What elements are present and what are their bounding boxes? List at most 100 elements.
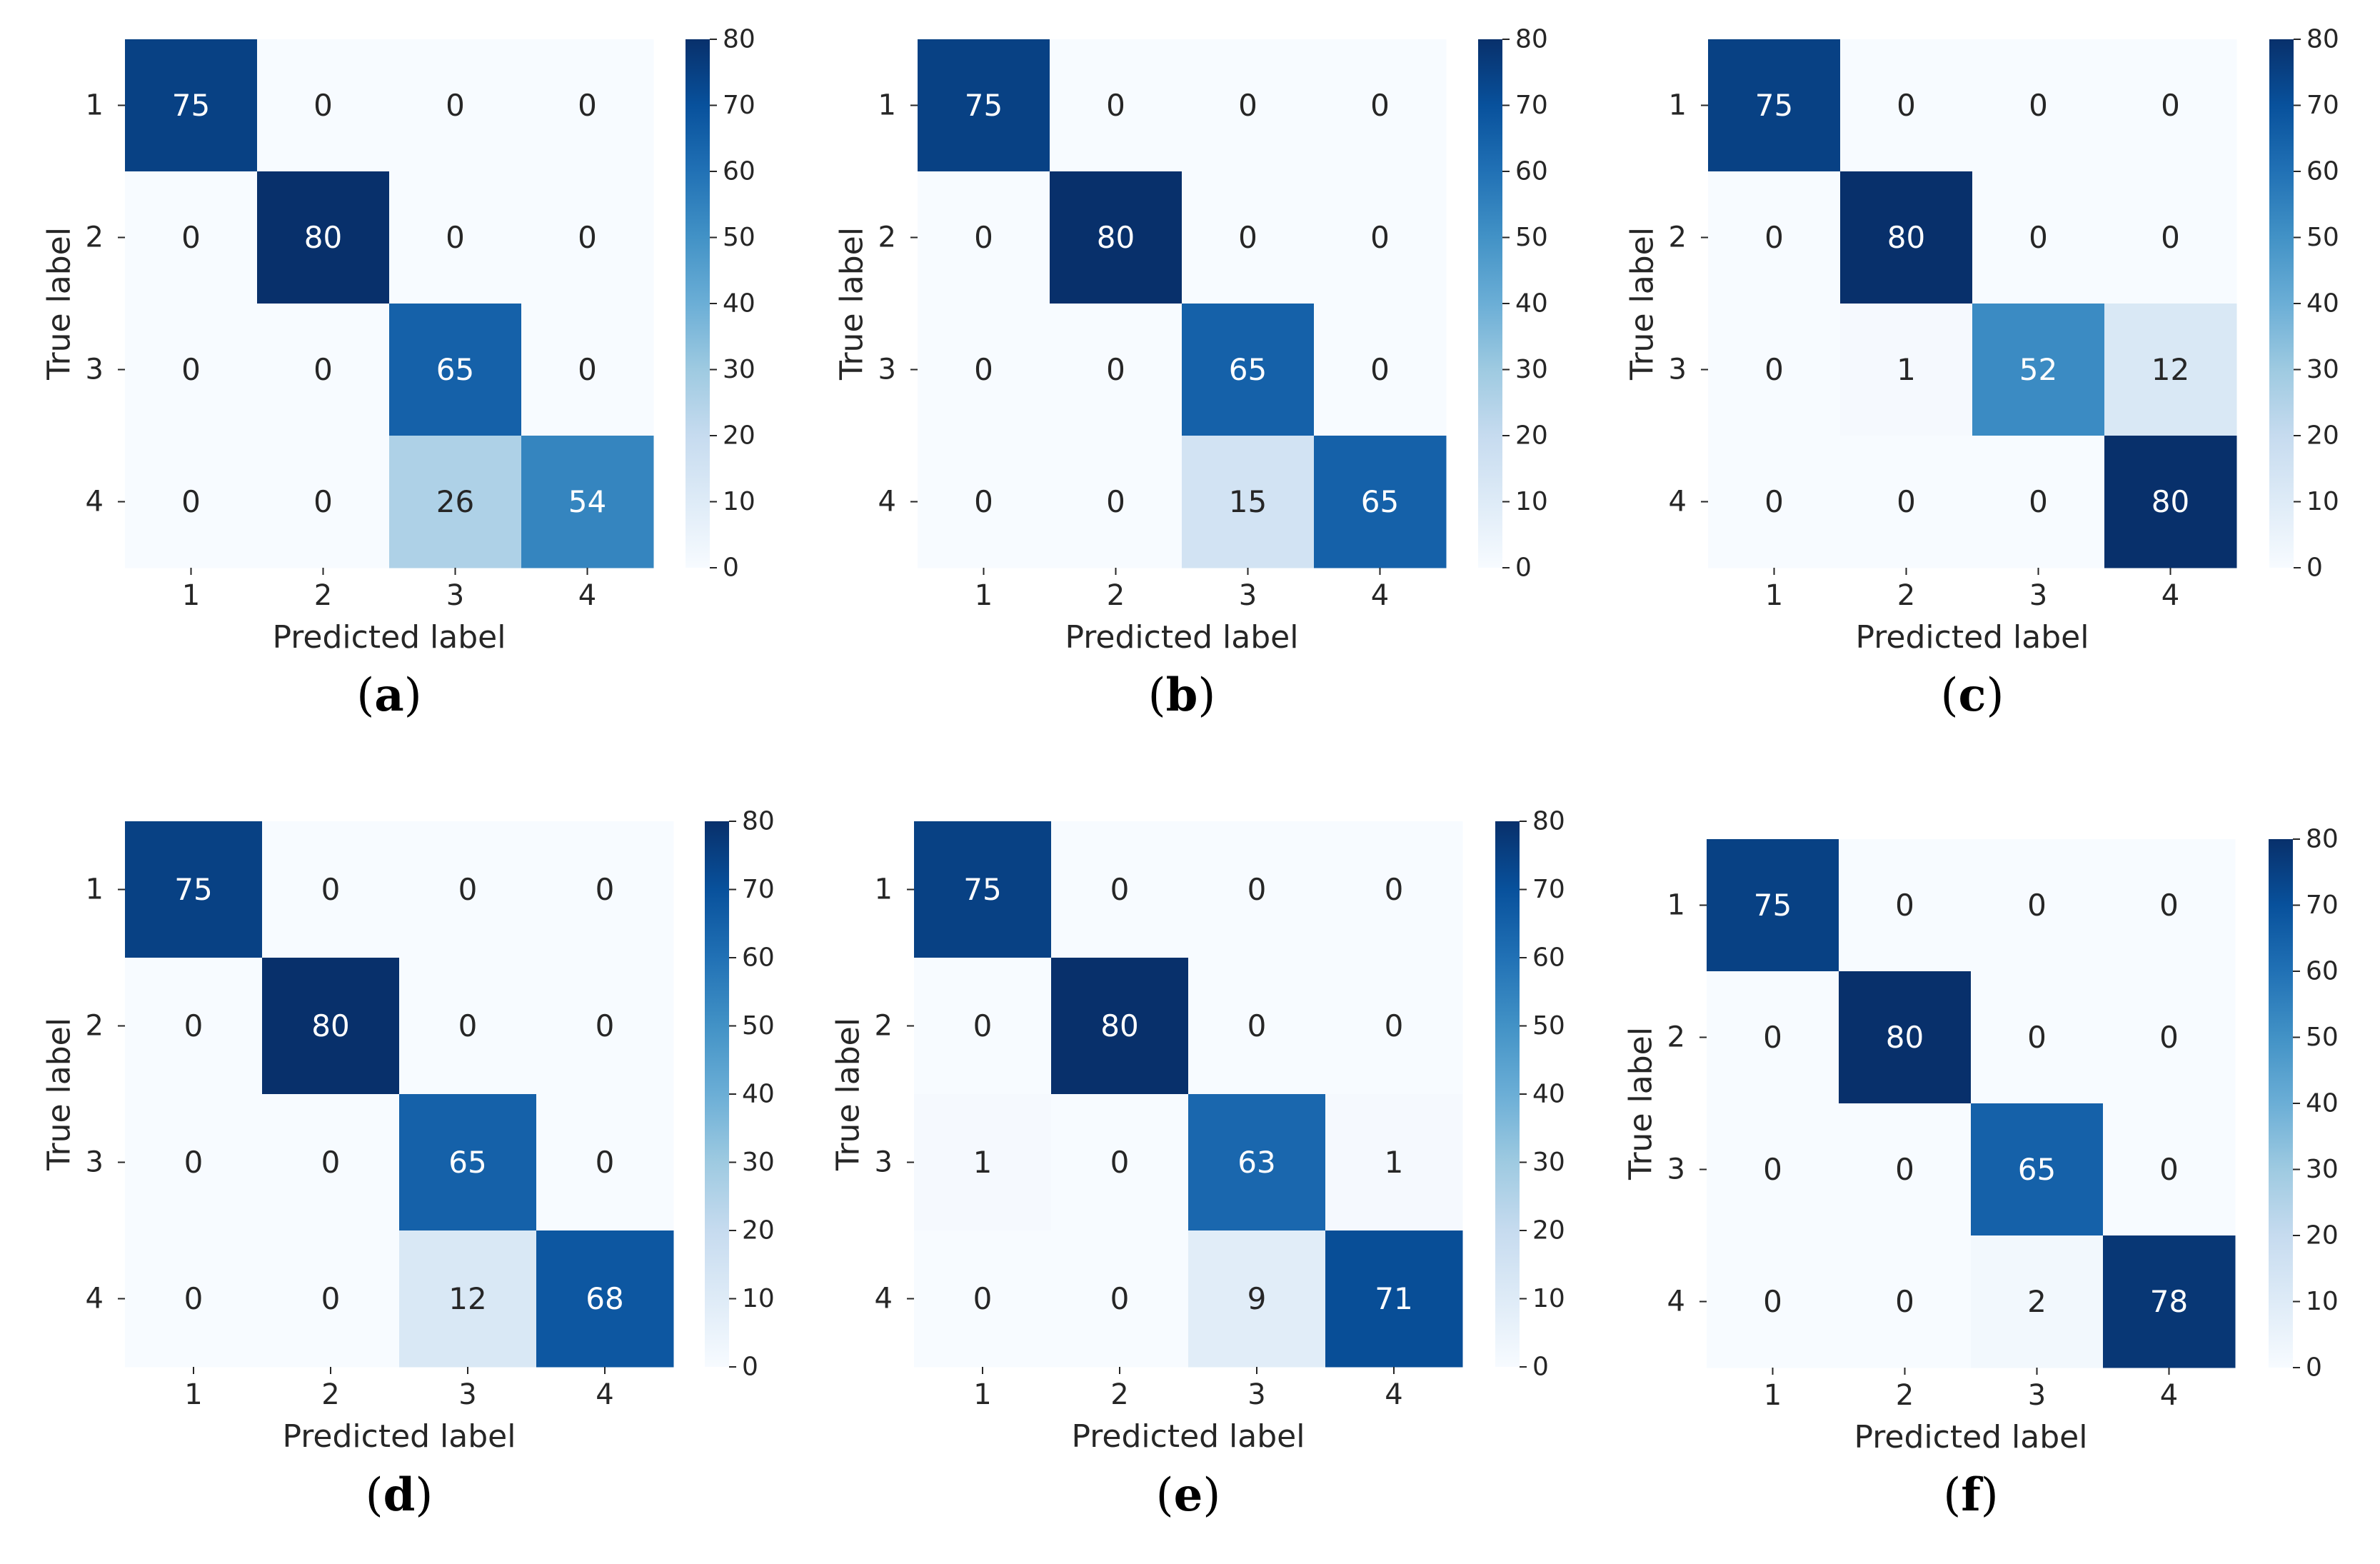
colorbar-tick-label: 30	[742, 1148, 775, 1177]
heatmap-cell	[262, 821, 400, 958]
cell-value-label: 0	[1238, 220, 1257, 255]
cell-value-label: 71	[1375, 1281, 1412, 1316]
heatmap-cell	[1972, 39, 2105, 172]
cell-value-label: 0	[1247, 1008, 1267, 1043]
cell-value-label: 65	[448, 1145, 486, 1180]
y-axis-label: True label	[41, 227, 78, 381]
y-tick-label: 3	[878, 354, 896, 386]
cell-value-label: 0	[974, 352, 993, 387]
heatmap-cell	[389, 436, 522, 568]
cell-value-label: 75	[1755, 88, 1793, 123]
colorbar-tick-label: 10	[723, 487, 755, 516]
colorbar-tick-label: 60	[1532, 943, 1565, 973]
heatmap-cell	[1325, 958, 1463, 1095]
x-tick-label: 3	[1239, 579, 1257, 612]
heatmap-cell	[1325, 1230, 1463, 1368]
cell-value-label: 75	[1754, 888, 1792, 923]
heatmap-cell	[125, 958, 263, 1095]
heatmap-cell	[1051, 1230, 1189, 1368]
heatmap-cell	[1839, 1235, 1972, 1368]
cell-value-label: 0	[1764, 220, 1784, 255]
x-axis-label: Predicted label	[1854, 1419, 2088, 1455]
cell-value-label: 0	[321, 1281, 341, 1316]
heatmap-cell	[1188, 821, 1326, 958]
heatmap-cell	[1840, 39, 1973, 172]
panel-a: 75 0 0 0 0 80 0 0 0 0 65 0 0 0 26 54 1 2 3 4 1 2 3 4 Predicted l…	[41, 25, 755, 723]
cell-value-label: 68	[586, 1281, 623, 1316]
colorbar-tick-label: 60	[2306, 157, 2339, 186]
heatmap-cell	[262, 958, 400, 1095]
cell-value-label: 0	[1106, 88, 1125, 123]
heatmap-cell	[918, 39, 1050, 172]
cell-value-label: 0	[313, 484, 333, 519]
heatmap-cell	[125, 1094, 263, 1231]
heatmap-cell	[2103, 1235, 2236, 1368]
cell-value-label: 0	[1764, 484, 1784, 519]
colorbar-tick-label: 40	[2306, 1089, 2339, 1118]
heatmap-cell	[918, 171, 1050, 304]
x-tick-label: 1	[975, 579, 993, 612]
y-tick-label: 1	[1667, 889, 1685, 922]
cell-value-label: 65	[1229, 352, 1267, 387]
cell-value-label: 75	[963, 872, 1001, 907]
heatmap-cell	[2103, 1103, 2236, 1236]
colorbar-tick-label: 10	[1515, 487, 1548, 516]
heatmap-cell	[2104, 436, 2237, 568]
y-tick-label: 2	[86, 221, 104, 254]
heatmap-cell	[2104, 39, 2237, 172]
heatmap-cell	[1188, 1094, 1326, 1231]
x-tick-label: 1	[1765, 579, 1783, 612]
colorbar-tick-label: 10	[1532, 1284, 1565, 1313]
heatmap-cell	[1971, 1103, 2104, 1236]
colorbar-tick-label: 50	[2306, 1023, 2339, 1052]
heatmap-cell	[1051, 821, 1189, 958]
x-tick-label: 4	[2161, 579, 2179, 612]
heatmap-cell	[1050, 171, 1183, 304]
x-tick-label: 1	[184, 1378, 202, 1411]
heatmap-cell	[262, 1094, 400, 1231]
cell-value-label: 0	[2159, 888, 2179, 923]
y-tick-label: 1	[86, 89, 104, 122]
colorbar-tick-label: 10	[2306, 487, 2339, 516]
heatmap-cell	[399, 1094, 537, 1231]
colorbar-tick-label: 80	[1515, 25, 1548, 54]
cell-value-label: 0	[1385, 872, 1404, 907]
colorbar	[686, 39, 710, 568]
heatmap-cell	[399, 958, 537, 1095]
y-axis-label: True label	[41, 1018, 78, 1171]
cell-value-label: 75	[172, 88, 210, 123]
heatmap-cell	[918, 436, 1050, 568]
heatmap-cell	[536, 821, 674, 958]
cell-value-label: 0	[2159, 1152, 2179, 1187]
y-tick-label: 3	[86, 1146, 104, 1179]
cell-value-label: 0	[321, 1145, 341, 1180]
heatmap-cell	[399, 1230, 537, 1368]
colorbar-tick-label: 20	[1532, 1216, 1565, 1245]
heatmap-cell	[1050, 436, 1183, 568]
colorbar-tick-label: 10	[2306, 1287, 2339, 1316]
heatmap-cell	[257, 171, 390, 304]
cell-value-label: 80	[1100, 1008, 1138, 1043]
heatmap-cell	[1182, 39, 1315, 172]
panel-caption: (d)	[366, 1468, 433, 1522]
cell-value-label: 0	[596, 872, 615, 907]
y-tick-label: 2	[1669, 221, 1687, 254]
colorbar-tick-label: 0	[1515, 553, 1532, 583]
y-axis-label: True label	[830, 1018, 867, 1171]
heatmap-cell	[257, 436, 390, 568]
heatmap-cell	[521, 436, 654, 568]
x-tick-label: 2	[1107, 579, 1125, 612]
cell-value-label: 0	[458, 872, 478, 907]
cell-value-label: 0	[2027, 1020, 2047, 1055]
x-tick-label: 3	[446, 579, 464, 612]
cell-value-label: 0	[321, 872, 341, 907]
heatmap-cell	[389, 171, 522, 304]
heatmap-cell	[1325, 821, 1463, 958]
panel-caption: (c)	[1941, 668, 2004, 722]
heatmap-cell	[1314, 171, 1447, 304]
x-tick-label: 1	[1764, 1379, 1782, 1412]
y-axis-label: True label	[1625, 227, 1661, 381]
x-axis-label: Predicted label	[273, 619, 506, 656]
